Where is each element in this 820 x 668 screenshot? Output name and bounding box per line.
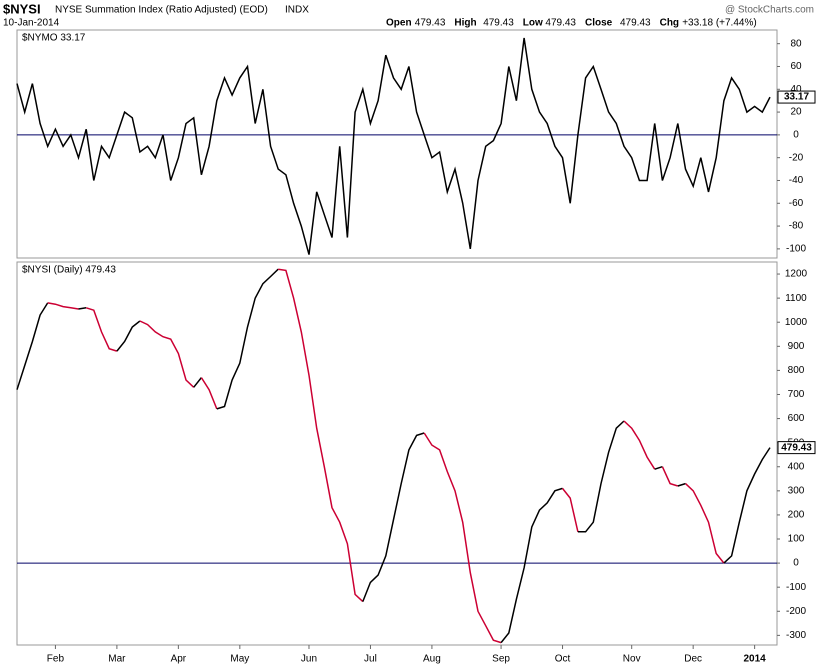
y-tick-label: 900 — [788, 341, 805, 352]
y-tick-label: -80 — [789, 221, 804, 232]
x-tick-label: May — [230, 654, 249, 665]
last-value: 479.43 — [781, 442, 812, 453]
y-tick-label: -60 — [789, 198, 804, 209]
nysi-line — [216, 268, 279, 410]
quote-label: Low — [523, 18, 543, 29]
nysi-line — [654, 465, 663, 470]
y-tick-label: 40 — [790, 84, 802, 95]
y-tick-label: -200 — [786, 606, 806, 617]
y-tick-label: 700 — [788, 389, 805, 400]
y-tick-label: -20 — [789, 152, 804, 163]
panel-frame — [16, 29, 778, 259]
quote-label: Close — [585, 18, 613, 29]
y-tick-label: -300 — [786, 630, 806, 641]
quote-value: 479.43 — [620, 18, 651, 29]
nysi-line — [677, 482, 686, 487]
y-tick-label: 0 — [793, 558, 799, 569]
nysi-line — [193, 377, 202, 388]
nysi-line — [85, 307, 118, 352]
nysi-line — [278, 268, 364, 603]
nysi-line — [723, 447, 771, 564]
y-tick-label: 400 — [788, 461, 805, 472]
nysi-line — [661, 466, 679, 487]
x-tick-label: Sep — [492, 654, 510, 665]
nymo-line — [16, 37, 771, 255]
y-tick-label: 200 — [788, 510, 805, 521]
y-tick-label: 800 — [788, 365, 805, 376]
y-tick-label: 600 — [788, 413, 805, 424]
nysi-line — [139, 320, 195, 388]
x-tick-label: Dec — [684, 654, 702, 665]
quote-label: High — [454, 18, 476, 29]
nysi-line — [362, 432, 425, 602]
y-tick-label: 1200 — [785, 269, 808, 280]
date: 10-Jan-2014 — [3, 18, 60, 29]
last-value-badge — [777, 441, 816, 455]
x-tick-label: Nov — [623, 654, 641, 665]
y-tick-label: -40 — [789, 175, 804, 186]
y-tick-label: 80 — [790, 38, 802, 49]
x-tick-label: Apr — [171, 654, 187, 665]
y-tick-label: 60 — [790, 61, 802, 72]
y-tick-label: 20 — [790, 107, 802, 118]
nysi-line — [423, 432, 502, 644]
y-tick-label: 1000 — [785, 317, 808, 328]
x-tick-label: Mar — [108, 654, 126, 665]
x-tick-label: Jul — [364, 654, 377, 665]
quote-value: 479.43 — [545, 18, 576, 29]
nysi-line — [16, 302, 49, 390]
y-tick-label: 1100 — [785, 293, 807, 304]
exchange: INDX — [285, 5, 309, 16]
credit: @ StockCharts.com — [725, 5, 814, 16]
y-tick-label: -100 — [786, 582, 806, 593]
nysi-line — [200, 377, 218, 410]
panel-frame — [16, 261, 778, 646]
change-value: +33.18 (+7.44%) — [682, 18, 757, 29]
nysi-line — [47, 302, 79, 310]
quote-value: 479.43 — [415, 18, 446, 29]
x-tick-label: Aug — [423, 654, 441, 665]
quote-value: 479.43 — [483, 18, 514, 29]
panel-legend: $NYSI (Daily) 479.43 — [22, 265, 116, 276]
nysi-line — [500, 487, 563, 644]
x-tick-label: 2014 — [744, 654, 767, 665]
y-tick-label: 100 — [788, 534, 805, 545]
x-tick-label: Oct — [555, 654, 571, 665]
nysi-line — [623, 420, 656, 470]
y-tick-label: 300 — [788, 485, 805, 496]
symbol: $NYSI — [3, 1, 41, 16]
x-tick-label: Jun — [301, 654, 317, 665]
last-value: 33.17 — [784, 92, 809, 103]
quote-label: Open — [386, 18, 412, 29]
y-tick-label: 0 — [793, 130, 799, 141]
nysi-line — [561, 487, 579, 532]
nysi-line — [577, 420, 625, 533]
y-tick-label: -100 — [786, 244, 806, 255]
nysi-line — [78, 307, 87, 310]
change-label: Chg — [660, 18, 679, 29]
x-tick-label: Feb — [47, 654, 65, 665]
panel-legend: $NYMO 33.17 — [22, 33, 86, 44]
index-name: NYSE Summation Index (Ratio Adjusted) (E… — [55, 5, 268, 16]
last-value-badge — [777, 90, 816, 104]
nysi-line — [684, 483, 725, 564]
nysi-line — [116, 320, 141, 352]
